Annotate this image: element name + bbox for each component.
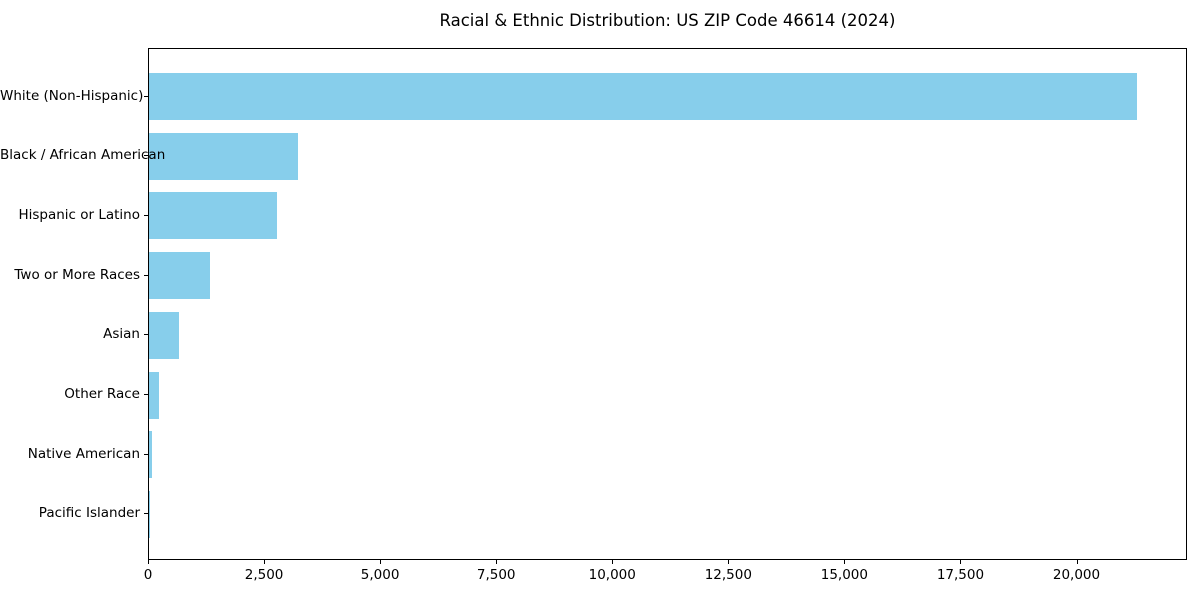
y-tick-mark	[144, 334, 148, 336]
x-tick-mark	[496, 560, 498, 564]
y-tick-label: Black / African American	[0, 147, 166, 164]
y-tick-label: Two or More Races	[14, 266, 140, 283]
x-tick-mark	[728, 560, 730, 564]
y-tick-label: Asian	[103, 326, 140, 343]
x-tick-label: 7,500	[476, 567, 516, 583]
x-tick-mark	[960, 560, 962, 564]
bar	[149, 192, 277, 240]
bar	[149, 73, 1138, 120]
y-tick-label: Native American	[27, 445, 140, 462]
x-tick-mark	[1076, 560, 1078, 564]
x-tick-label: 5,000	[360, 567, 400, 583]
x-tick-mark	[844, 560, 846, 564]
x-tick-label: 12,500	[704, 567, 752, 583]
y-tick-label: White (Non-Hispanic)	[0, 87, 144, 104]
x-tick-label: 17,500	[936, 567, 985, 583]
bar	[149, 371, 160, 419]
x-tick-label: 2,500	[244, 567, 284, 583]
y-tick-mark	[144, 155, 148, 157]
bar	[149, 132, 299, 180]
x-tick-label: 15,000	[820, 567, 868, 583]
x-tick-label: 0	[143, 567, 153, 583]
x-tick-mark	[380, 560, 382, 564]
bar	[149, 311, 180, 359]
x-tick-label: 20,000	[1052, 567, 1101, 583]
y-tick-mark	[144, 513, 148, 515]
y-tick-mark	[144, 274, 148, 276]
y-tick-label: Hispanic or Latino	[18, 206, 140, 223]
y-tick-mark	[144, 95, 148, 97]
bar	[149, 431, 153, 479]
y-tick-label: Pacific Islander	[38, 505, 140, 522]
plot-area	[148, 48, 1187, 560]
chart-title: Racial & Ethnic Distribution: US ZIP Cod…	[439, 11, 896, 30]
x-tick-mark	[264, 560, 266, 564]
y-tick-mark	[144, 453, 148, 455]
bar	[149, 490, 150, 538]
x-tick-mark	[148, 560, 149, 564]
y-tick-mark	[144, 394, 148, 395]
bar	[149, 252, 211, 300]
x-tick-mark	[612, 560, 614, 564]
x-tick-label: 10,000	[588, 567, 636, 583]
y-tick-label: Other Race	[64, 386, 140, 402]
y-tick-mark	[144, 214, 148, 216]
